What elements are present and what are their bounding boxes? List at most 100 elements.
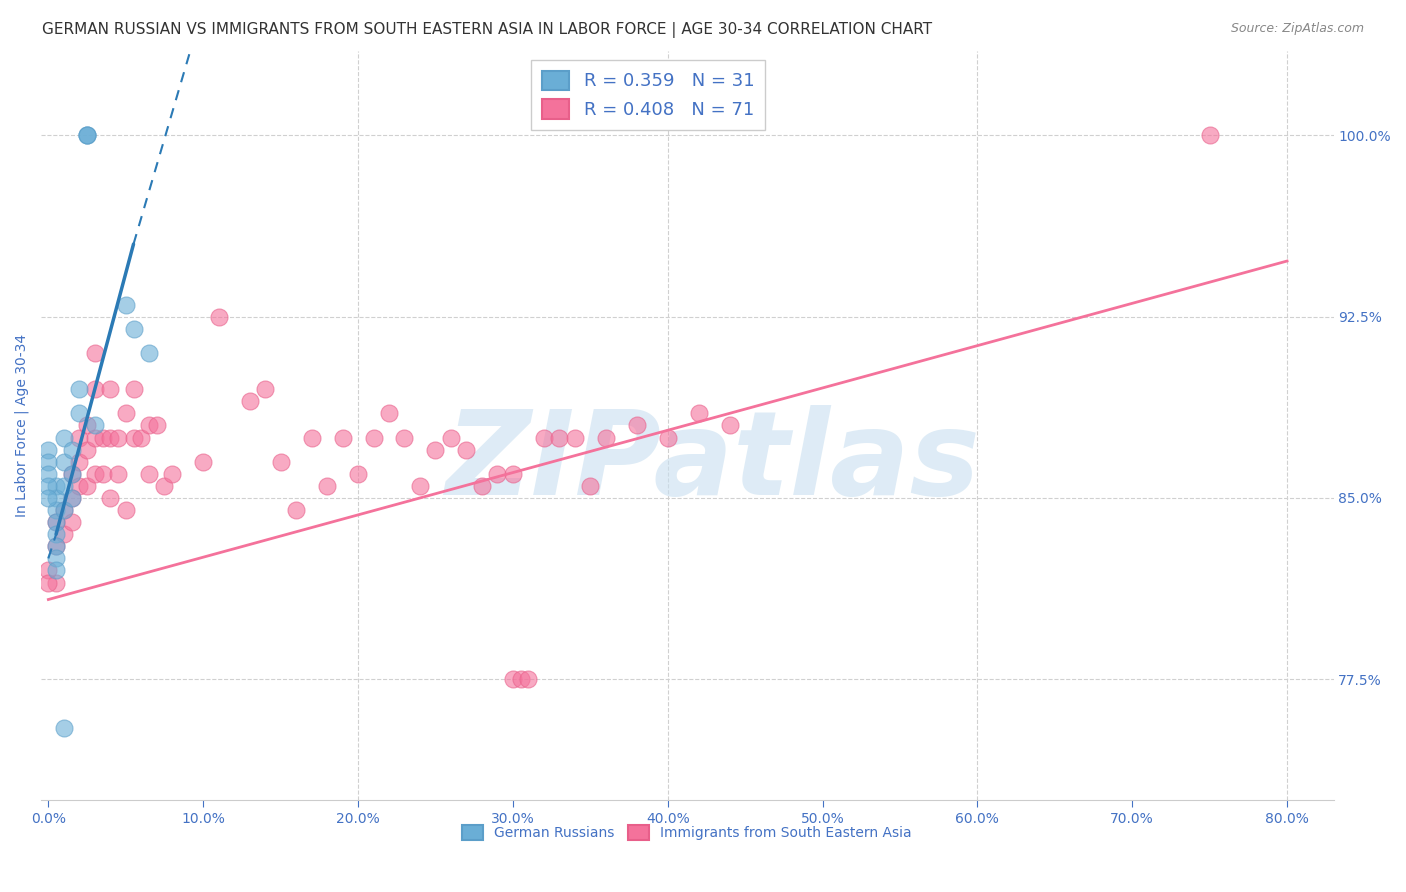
Point [52,721,75,735]
Point [76,128,98,143]
Point [37,491,59,505]
Point [52,430,75,444]
Point [76,128,98,143]
Point [76,442,98,457]
Point [37,442,59,457]
Point [502,673,524,687]
Point [83,430,105,444]
Point [52,455,75,469]
Point [45,503,67,517]
Point [67,430,90,444]
Text: GERMAN RUSSIAN VS IMMIGRANTS FROM SOUTH EASTERN ASIA IN LABOR FORCE | AGE 30-34 : GERMAN RUSSIAN VS IMMIGRANTS FROM SOUTH … [42,22,932,38]
Y-axis label: In Labor Force | Age 30-34: In Labor Force | Age 30-34 [15,334,30,517]
Point [107,430,129,444]
Point [76,479,98,493]
Point [533,430,555,444]
Point [394,430,416,444]
Point [239,394,262,409]
Point [83,418,105,433]
Point [60,442,83,457]
Point [98,430,121,444]
Point [1198,128,1220,143]
Point [440,430,463,444]
Point [486,467,509,481]
Point [67,406,90,420]
Point [52,841,75,855]
Point [83,467,105,481]
Point [153,479,176,493]
Point [114,297,136,311]
Point [378,406,401,420]
Point [657,430,679,444]
Point [193,455,215,469]
Point [52,479,75,493]
Text: Source: ZipAtlas.com: Source: ZipAtlas.com [1230,22,1364,36]
Point [52,527,75,541]
Point [579,479,602,493]
Point [37,575,59,590]
Point [83,382,105,396]
Point [208,310,231,324]
Point [67,382,90,396]
Text: ZIPatlas: ZIPatlas [446,405,980,520]
Point [45,539,67,553]
Point [347,467,370,481]
Point [425,442,447,457]
Legend: German Russians, Immigrants from South Eastern Asia: German Russians, Immigrants from South E… [457,820,918,846]
Point [60,467,83,481]
Point [45,515,67,529]
Point [45,527,67,541]
Point [285,503,308,517]
Point [114,503,136,517]
Point [37,479,59,493]
Point [45,564,67,578]
Point [45,515,67,529]
Point [67,455,90,469]
Point [456,442,478,457]
Point [45,575,67,590]
Point [270,455,292,469]
Point [37,455,59,469]
Point [60,467,83,481]
Point [332,430,354,444]
Point [517,673,540,687]
Point [122,322,145,336]
Point [409,479,432,493]
Point [91,467,114,481]
Point [509,673,531,687]
Point [138,418,160,433]
Point [502,467,524,481]
Point [138,346,160,360]
Point [37,564,59,578]
Point [548,430,571,444]
Point [122,430,145,444]
Point [52,503,75,517]
Point [37,467,59,481]
Point [688,406,710,420]
Point [316,479,339,493]
Point [363,430,385,444]
Point [254,382,277,396]
Point [98,382,121,396]
Point [45,491,67,505]
Point [471,479,494,493]
Point [83,346,105,360]
Point [626,418,648,433]
Point [145,418,167,433]
Point [595,430,617,444]
Point [76,128,98,143]
Point [76,418,98,433]
Point [114,406,136,420]
Point [160,467,183,481]
Point [60,515,83,529]
Point [45,479,67,493]
Point [138,467,160,481]
Point [564,430,586,444]
Point [91,430,114,444]
Point [45,539,67,553]
Point [718,418,741,433]
Point [129,430,152,444]
Point [60,491,83,505]
Point [301,430,323,444]
Point [98,491,121,505]
